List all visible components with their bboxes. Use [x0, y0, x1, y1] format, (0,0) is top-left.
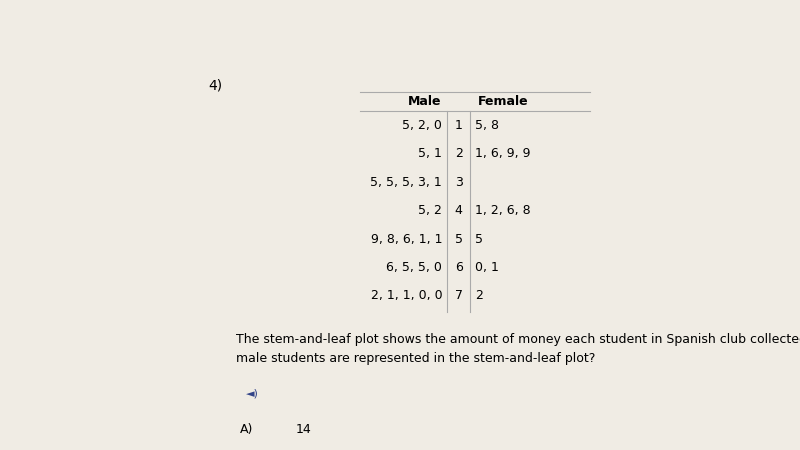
- Text: 2: 2: [475, 289, 483, 302]
- Text: A): A): [239, 423, 253, 436]
- Text: 5, 2: 5, 2: [418, 204, 442, 217]
- Text: 5, 2, 0: 5, 2, 0: [402, 119, 442, 132]
- Text: 5: 5: [454, 233, 462, 246]
- Text: 7: 7: [454, 289, 462, 302]
- Text: Male: Male: [407, 95, 441, 108]
- Text: 4): 4): [209, 78, 222, 92]
- Text: 0, 1: 0, 1: [475, 261, 499, 274]
- Text: The stem-and-leaf plot shows the amount of money each student in Spanish club co: The stem-and-leaf plot shows the amount …: [237, 333, 800, 365]
- Text: 2, 1, 1, 0, 0: 2, 1, 1, 0, 0: [370, 289, 442, 302]
- Text: 1, 2, 6, 8: 1, 2, 6, 8: [475, 204, 530, 217]
- Text: 5, 1: 5, 1: [418, 147, 442, 160]
- Text: 5, 8: 5, 8: [475, 119, 499, 132]
- Text: 1: 1: [454, 119, 462, 132]
- Text: Female: Female: [478, 95, 529, 108]
- Text: 5: 5: [475, 233, 483, 246]
- Text: 2: 2: [454, 147, 462, 160]
- Text: 9, 8, 6, 1, 1: 9, 8, 6, 1, 1: [370, 233, 442, 246]
- Text: 3: 3: [454, 176, 462, 189]
- Text: 4: 4: [454, 204, 462, 217]
- Text: 6, 5, 5, 0: 6, 5, 5, 0: [386, 261, 442, 274]
- Text: 5, 5, 5, 3, 1: 5, 5, 5, 3, 1: [370, 176, 442, 189]
- Text: 1, 6, 9, 9: 1, 6, 9, 9: [475, 147, 530, 160]
- Text: 14: 14: [295, 423, 311, 436]
- Text: 6: 6: [454, 261, 462, 274]
- Text: ◄): ◄): [246, 388, 258, 398]
